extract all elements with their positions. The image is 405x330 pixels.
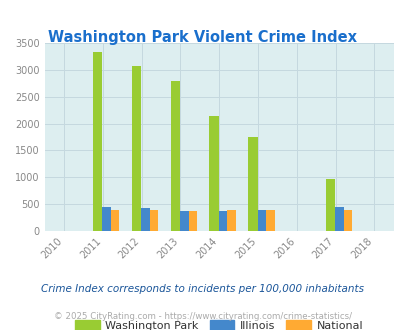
Bar [93, 52, 102, 231]
Text: Crime Index corresponds to incidents per 100,000 inhabitants: Crime Index corresponds to incidents per… [41, 284, 364, 294]
Text: © 2025 CityRating.com - https://www.cityrating.com/crime-statistics/: © 2025 CityRating.com - https://www.city… [54, 313, 351, 321]
Bar [188, 211, 196, 231]
Bar [149, 210, 158, 231]
Bar [170, 81, 179, 231]
Bar [257, 210, 266, 231]
Bar [325, 180, 335, 231]
Bar [227, 210, 235, 231]
Bar [179, 211, 188, 231]
Bar [132, 66, 141, 231]
Bar [335, 207, 343, 231]
Text: Washington Park Violent Crime Index: Washington Park Violent Crime Index [48, 30, 357, 45]
Bar [111, 210, 119, 231]
Bar [266, 210, 274, 231]
Bar [343, 210, 352, 231]
Bar [141, 209, 149, 231]
Bar [102, 207, 111, 231]
Bar [247, 137, 257, 231]
Bar [209, 116, 218, 231]
Bar [218, 212, 227, 231]
Legend: Washington Park, Illinois, National: Washington Park, Illinois, National [71, 315, 367, 330]
